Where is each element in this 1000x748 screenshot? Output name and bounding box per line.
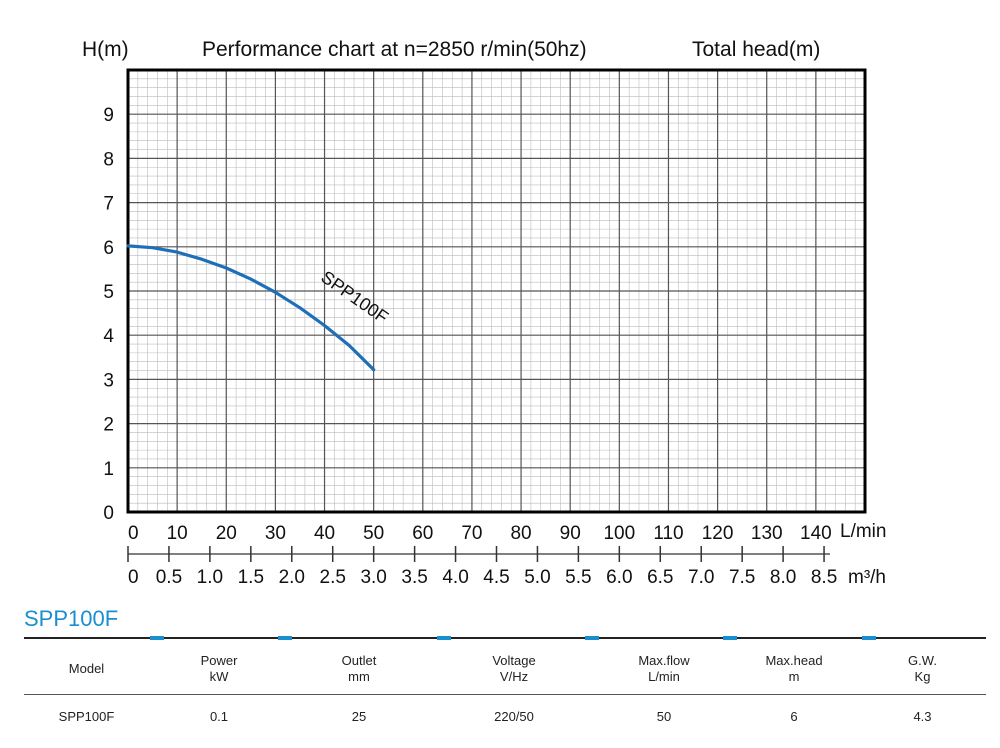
x-tick-label: 130 xyxy=(751,523,783,544)
x-tick-label: 140 xyxy=(800,523,832,544)
table-row: SPP100F 0.1 25 220/50 50 6 4.3 xyxy=(24,692,986,740)
y-tick-label: 0 xyxy=(103,503,114,524)
chart-title: Performance chart at n=2850 r/min(50hz) xyxy=(202,38,587,61)
accent-mark xyxy=(278,636,292,640)
secondary-tick-label: 5.0 xyxy=(524,567,550,588)
x-tick-label: 70 xyxy=(461,523,482,544)
series-line-spp100f xyxy=(126,244,376,372)
accent-mark xyxy=(723,636,737,640)
accent-mark xyxy=(862,636,876,640)
header-model: Model xyxy=(68,661,105,676)
secondary-tick-label: 1.0 xyxy=(197,567,223,588)
x-axis-label-m3h: m³/h xyxy=(848,567,886,588)
grid xyxy=(127,69,866,513)
header-max-flow: Max.flow L/min xyxy=(638,653,690,684)
chart-subtitle: Total head(m) xyxy=(692,38,820,61)
secondary-tick-label: 2.5 xyxy=(320,567,346,588)
y-tick-label: 3 xyxy=(103,370,114,391)
cell-power: 0.1 xyxy=(209,708,229,724)
y-tick-label: 4 xyxy=(103,326,114,347)
y-tick-label: 9 xyxy=(103,105,114,126)
y-tick-label: 5 xyxy=(103,282,114,303)
header-weight: G.W. Kg xyxy=(908,653,937,684)
y-tick-label: 8 xyxy=(103,149,114,170)
x-tick-label: 40 xyxy=(314,523,335,544)
header-voltage: Voltage V/Hz xyxy=(492,653,536,684)
table-header-row: Model Power kW Outlet mm Voltage V/Hz Max.f… xyxy=(24,646,986,692)
y-axis-label: H(m) xyxy=(82,38,129,61)
secondary-tick-label: 7.5 xyxy=(729,567,755,588)
accent-mark xyxy=(585,636,599,640)
secondary-tick-label: 7.0 xyxy=(688,567,714,588)
plot-frame xyxy=(126,68,867,514)
secondary-tick-label: 0.5 xyxy=(156,567,182,588)
table-top-rule xyxy=(24,637,986,639)
secondary-tick-label: 8.0 xyxy=(770,567,796,588)
y-tick-label: 1 xyxy=(103,459,114,480)
secondary-tick-label: 3.0 xyxy=(360,567,386,588)
secondary-tick-label: 2.0 xyxy=(279,567,305,588)
cell-max-flow: 50 xyxy=(656,708,672,724)
header-power: Power kW xyxy=(200,653,238,684)
x-tick-label: 50 xyxy=(363,523,384,544)
y-tick-label: 6 xyxy=(103,238,114,259)
cell-voltage: 220/50 xyxy=(494,708,534,724)
table-header-rule xyxy=(24,694,986,695)
spec-table: Model Power kW Outlet mm Voltage V/Hz Max.f… xyxy=(24,646,986,740)
secondary-tick-label: 1.5 xyxy=(238,567,264,588)
y-tick-label: 7 xyxy=(103,194,114,215)
x-tick-label: 120 xyxy=(702,523,734,544)
secondary-tick-label: 4.0 xyxy=(442,567,468,588)
x-tick-label: 60 xyxy=(412,523,433,544)
model-heading: SPP100F xyxy=(24,606,119,631)
series-label: SPP100F xyxy=(317,267,392,328)
cell-model: SPP100F xyxy=(58,708,115,724)
secondary-tick-label: 3.5 xyxy=(401,567,427,588)
x-tick-label: 0 xyxy=(128,523,139,544)
x-axis-label-lmin: L/min xyxy=(840,521,886,542)
secondary-tick-label: 0 xyxy=(128,567,139,588)
header-outlet: Outlet mm xyxy=(341,653,377,684)
accent-mark xyxy=(150,636,164,640)
header-max-head: Max.head m xyxy=(765,653,823,684)
secondary-tick-label: 5.5 xyxy=(565,567,591,588)
x-tick-label: 10 xyxy=(167,523,188,544)
accent-mark xyxy=(437,636,451,640)
x-tick-label: 30 xyxy=(265,523,286,544)
secondary-tick-label: 6.0 xyxy=(606,567,632,588)
x-tick-label: 20 xyxy=(216,523,237,544)
secondary-tick-label: 6.5 xyxy=(647,567,673,588)
secondary-tick-label: 4.5 xyxy=(483,567,509,588)
cell-outlet: 25 xyxy=(351,708,367,724)
x-tick-label: 100 xyxy=(603,523,635,544)
cell-weight: 4.3 xyxy=(913,708,932,724)
x-tick-label: 80 xyxy=(510,523,531,544)
y-tick-label: 2 xyxy=(103,415,114,436)
cell-max-head: 6 xyxy=(790,708,798,724)
secondary-tick-label: 8.5 xyxy=(811,567,837,588)
x-tick-label: 110 xyxy=(653,523,683,544)
x-tick-label: 90 xyxy=(560,523,581,544)
